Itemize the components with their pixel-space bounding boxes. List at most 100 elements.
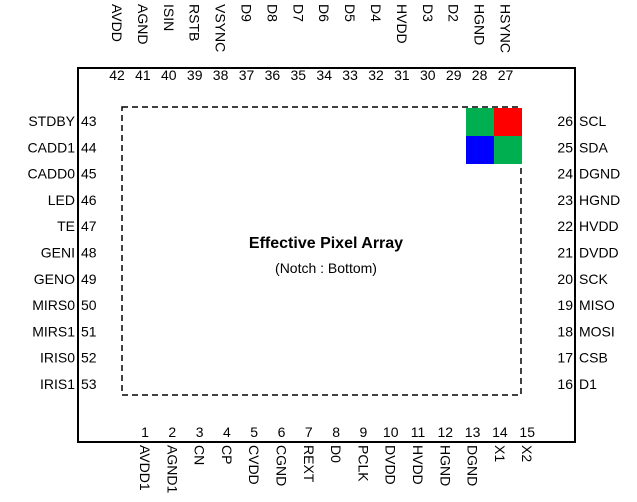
pin-name: D6: [316, 4, 332, 22]
pin-number: 43: [81, 113, 97, 129]
pin-number: 48: [81, 245, 97, 261]
pin-name: DGND: [465, 445, 481, 486]
pin-name: MISO: [579, 297, 615, 313]
pin-name: MOSI: [579, 323, 615, 339]
pin-number: 23: [557, 192, 573, 208]
pin-name: D0: [328, 445, 344, 463]
pin-name: GENI: [41, 245, 75, 261]
pin-number: 24: [557, 166, 573, 182]
left-pins: STDBY 43 CADD1 44 CADD0 45 LED 46 TE 47 GENI 48 GENO…: [28, 113, 97, 392]
pin-number: 36: [265, 67, 281, 83]
pin-number: 4: [223, 424, 231, 440]
pin-number: 13: [465, 424, 481, 440]
pin-number: 33: [342, 67, 358, 83]
pin-name: AGND: [135, 4, 151, 44]
pixel-array-title: Effective Pixel Array: [249, 235, 403, 252]
pin-name: D1: [579, 376, 597, 392]
pin-name: MIRS0: [32, 297, 75, 313]
chip-package-outline: [77, 67, 576, 443]
pin-name: CGND: [274, 445, 290, 486]
pin-name: DVDD: [383, 445, 399, 485]
pin-name: D4: [368, 4, 384, 22]
pin-number: 34: [316, 67, 332, 83]
pin-number: 25: [557, 139, 573, 155]
pin-name: TE: [57, 218, 75, 234]
pin-number: 14: [492, 424, 508, 440]
pin-name: VSYNC: [213, 4, 229, 52]
pin-name: LED: [48, 192, 75, 208]
pin-number: 17: [557, 350, 573, 366]
pin-name: CN: [192, 445, 208, 465]
pixel-red: [494, 108, 522, 136]
pin-name: CP: [219, 445, 235, 464]
pin-name: D8: [264, 4, 280, 22]
pin-name: CADD0: [28, 166, 76, 182]
pin-name: HGND: [579, 192, 620, 208]
pin-name: HVDD: [410, 445, 426, 485]
pin-number: 16: [557, 376, 573, 392]
pin-number: 11: [411, 424, 426, 440]
pin-number: 27: [498, 67, 514, 83]
pin-number: 8: [332, 424, 340, 440]
pin-name: STDBY: [28, 113, 75, 129]
pin-name: D3: [420, 4, 436, 22]
pin-number: 46: [81, 192, 97, 208]
pin-name: IRIS1: [40, 376, 75, 392]
pin-number: 20: [557, 271, 573, 287]
pin-number: 19: [557, 297, 573, 313]
pixel-array-subtitle: (Notch : Bottom): [275, 260, 377, 276]
pin-name: D5: [342, 4, 358, 22]
pin-name: RSTB: [187, 4, 203, 41]
pin-number: 1: [141, 424, 149, 440]
pin-number: 3: [196, 424, 204, 440]
right-pins: 26 SCL 25 SDA 24 DGND 23 HGND 22 HVDD 21 DVDD 20 SCK 1…: [557, 113, 620, 392]
pin-name: HVDD: [394, 4, 410, 44]
pin-name: AVDD1: [137, 445, 153, 491]
pin-name: AGND1: [164, 445, 180, 493]
pin-number: 38: [213, 67, 229, 83]
pin-name: DGND: [579, 166, 620, 182]
pin-number: 35: [291, 67, 307, 83]
pin-name: SCK: [579, 271, 608, 287]
pin-name: CVDD: [246, 445, 262, 485]
pin-number: 22: [557, 218, 573, 234]
pin-name: AVDD: [109, 4, 125, 42]
pin-number: 26: [557, 113, 573, 129]
pin-number: 18: [557, 323, 573, 339]
pin-number: 5: [250, 424, 258, 440]
pin-number: 53: [81, 376, 97, 392]
pin-name: MIRS1: [32, 323, 75, 339]
bayer-pixel-pattern: [466, 108, 522, 164]
pin-number: 45: [81, 166, 97, 182]
pin-name: ISIN: [161, 4, 177, 31]
pin-number: 52: [81, 350, 97, 366]
pin-number: 30: [420, 67, 436, 83]
pin-name: GENO: [34, 271, 75, 287]
pixel-blue: [466, 136, 494, 164]
pin-number: 12: [438, 424, 454, 440]
pin-number: 49: [81, 271, 97, 287]
pixel-green: [466, 108, 494, 136]
pin-number: 41: [135, 67, 151, 83]
pin-number: 51: [81, 323, 97, 339]
pin-number: 6: [278, 424, 286, 440]
pin-name: CADD1: [28, 139, 76, 155]
pin-name: D9: [239, 4, 255, 22]
effective-pixel-array-outline: [121, 106, 522, 396]
pin-number: 9: [360, 424, 368, 440]
pin-number: 47: [81, 218, 97, 234]
pin-name: PCLK: [355, 445, 371, 482]
pin-name: X2: [519, 445, 535, 462]
pin-name: CSB: [579, 350, 608, 366]
pin-name: HGND: [472, 4, 488, 45]
pin-number: 2: [168, 424, 176, 440]
pin-number: 28: [472, 67, 488, 83]
pin-number: 32: [368, 67, 384, 83]
pin-name: SCL: [579, 113, 606, 129]
top-pins: 42 AVDD 41 AGND 40 ISIN 39 RSTB 38 VSYNC 37 D9 36 D8 3…: [109, 4, 514, 83]
pin-name: DVDD: [579, 245, 619, 261]
pin-name: SDA: [579, 139, 608, 155]
pin-number: 39: [187, 67, 203, 83]
pin-name: IRIS0: [40, 350, 75, 366]
